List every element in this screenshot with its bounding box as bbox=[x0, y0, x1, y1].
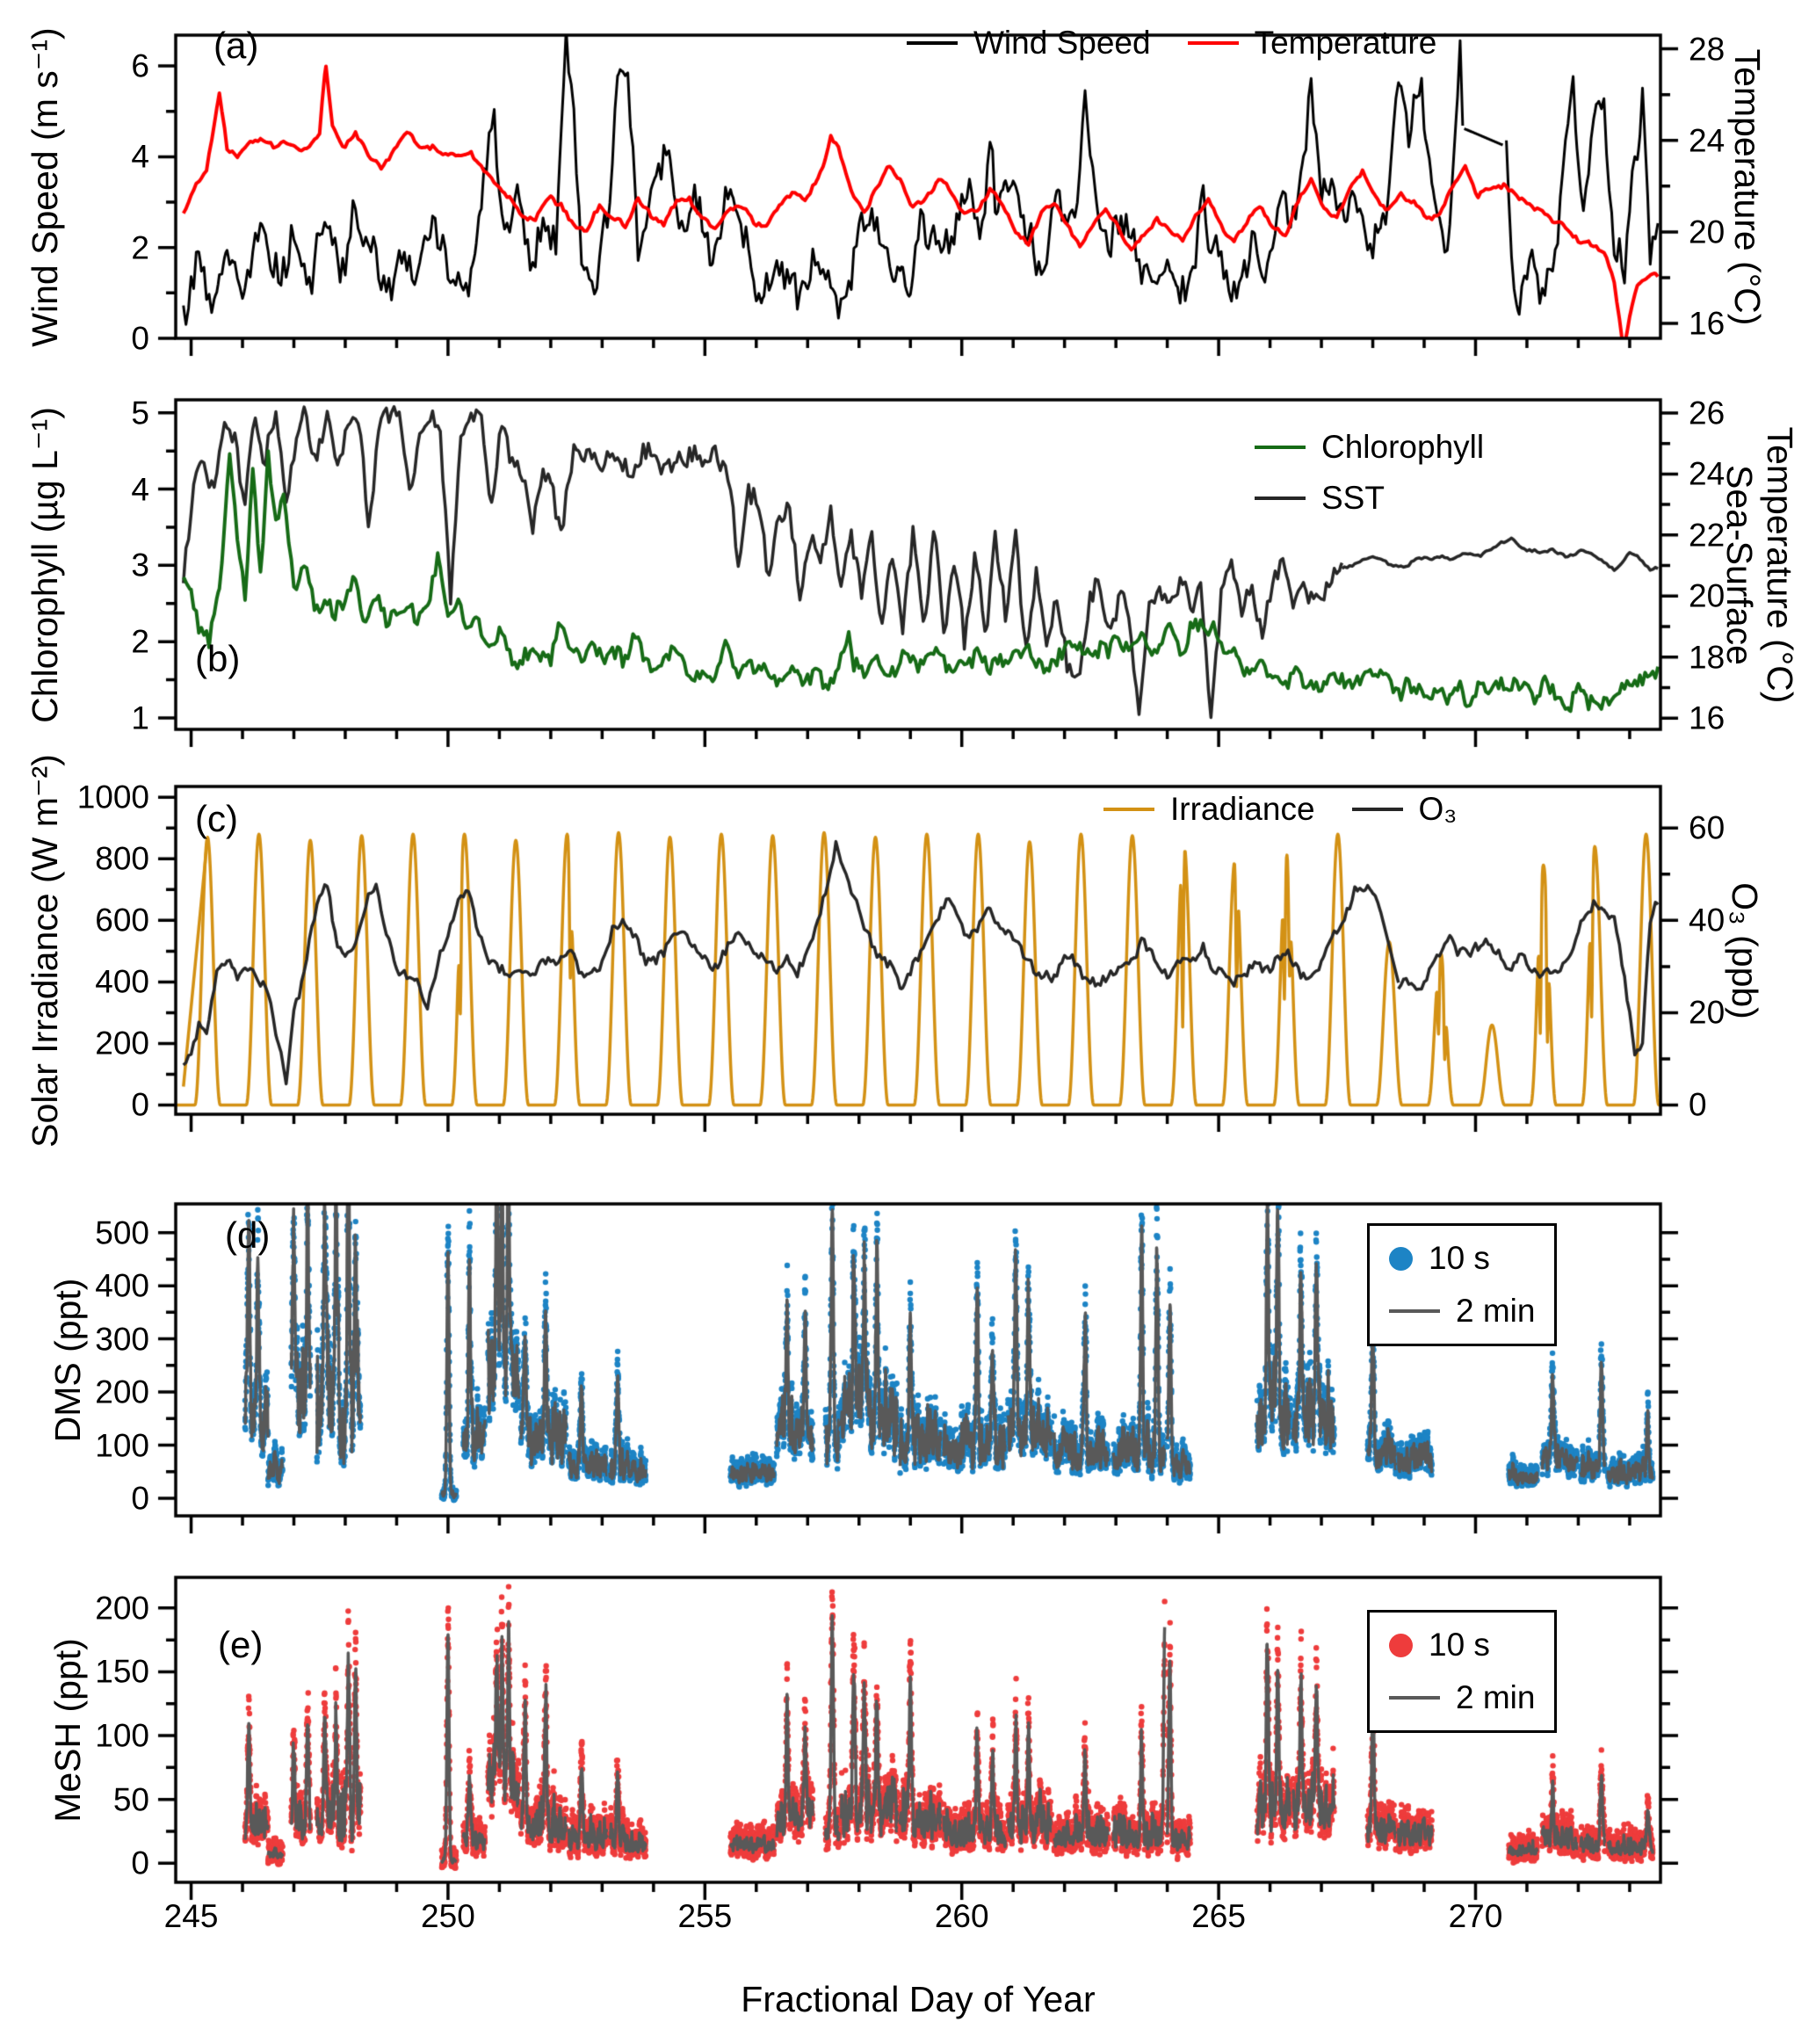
legend-label: Wind Speed bbox=[973, 25, 1151, 61]
legend-label: 10 s bbox=[1429, 1627, 1490, 1663]
legend-item: 2 min bbox=[1389, 1293, 1535, 1330]
y-tick-label: 2 bbox=[131, 229, 149, 266]
legend-item: SST bbox=[1255, 480, 1484, 517]
y-tick-label: 200 bbox=[95, 1374, 149, 1410]
legend-a: Wind Speed Temperature bbox=[907, 25, 1436, 62]
panel-letter-b: (b) bbox=[195, 638, 241, 679]
y-tick-label: 400 bbox=[95, 963, 149, 1000]
legend-dot-swatch bbox=[1389, 1633, 1413, 1657]
y-tick-label-right: 20 bbox=[1689, 214, 1726, 250]
legend-line-swatch bbox=[1351, 808, 1403, 811]
legend-line-swatch bbox=[1255, 446, 1306, 449]
y-tick-label: 0 bbox=[131, 1480, 149, 1517]
y-tick-label-right: 24 bbox=[1689, 455, 1726, 492]
x-tick-label: 270 bbox=[1448, 1898, 1503, 1934]
x-tick-label: 265 bbox=[1191, 1898, 1246, 1934]
y-tick-label-right: 20 bbox=[1689, 994, 1726, 1031]
y-tick-label: 4 bbox=[131, 138, 149, 175]
legend-item: Chlorophyll bbox=[1255, 429, 1484, 466]
panel-letter-a: (a) bbox=[213, 25, 259, 66]
legend-line-swatch bbox=[1389, 1696, 1440, 1700]
legend-d: 10 s 2 min bbox=[1367, 1223, 1558, 1346]
y-tick-label-right: 22 bbox=[1689, 517, 1726, 554]
legend-label: Temperature bbox=[1254, 25, 1437, 61]
axis-title-left-e: MeSH (ppt) bbox=[47, 1637, 89, 1823]
panel-letter-c: (c) bbox=[195, 798, 238, 839]
y-tick-label: 100 bbox=[95, 1427, 149, 1464]
legend-item: Temperature bbox=[1187, 25, 1437, 62]
legend-label: SST bbox=[1321, 480, 1385, 516]
panel-letter-d: (d) bbox=[225, 1214, 271, 1256]
legend-item: O₃ bbox=[1351, 791, 1458, 828]
legend-c: Irradiance O₃ bbox=[1103, 791, 1457, 828]
legend-b: Chlorophyll SST bbox=[1255, 429, 1484, 517]
axis-title-right-b: Temperature (°C) Sea-Surface bbox=[1718, 426, 1800, 703]
y-tick-label: 0 bbox=[131, 1845, 149, 1881]
x-tick-label: 250 bbox=[421, 1898, 475, 1934]
y-tick-label: 0 bbox=[131, 320, 149, 357]
axis-title-left-b: Chlorophyll (µg L⁻¹) bbox=[25, 406, 66, 723]
axis-title-left-a: Wind Speed (m s⁻¹) bbox=[25, 26, 66, 347]
legend-item: 10 s bbox=[1389, 1627, 1535, 1663]
y-tick-label: 150 bbox=[95, 1653, 149, 1690]
y-tick-label: 2 bbox=[131, 623, 149, 660]
axis-title-right-a: Temperature (°C) bbox=[1726, 48, 1768, 325]
y-tick-label-right: 24 bbox=[1689, 122, 1726, 159]
legend-item: 10 s bbox=[1389, 1240, 1535, 1277]
y-tick-label-right: 16 bbox=[1689, 305, 1726, 342]
y-tick-label: 4 bbox=[131, 471, 149, 508]
y-tick-label-right: 20 bbox=[1689, 577, 1726, 614]
y-tick-label: 200 bbox=[95, 1025, 149, 1062]
y-tick-label: 200 bbox=[95, 1590, 149, 1627]
x-tick-label: 245 bbox=[163, 1898, 219, 1934]
legend-label: 10 s bbox=[1429, 1240, 1490, 1276]
legend-label: Irradiance bbox=[1170, 791, 1315, 827]
y-tick-label-right: 16 bbox=[1689, 699, 1726, 736]
legend-dot-swatch bbox=[1389, 1246, 1413, 1271]
y-tick-label: 400 bbox=[95, 1267, 149, 1304]
x-tick-label: 260 bbox=[934, 1898, 989, 1934]
y-tick-label: 0 bbox=[131, 1086, 149, 1123]
y-tick-label-right: 60 bbox=[1689, 809, 1726, 846]
legend-item: 2 min bbox=[1389, 1679, 1535, 1716]
axis-title-right-line: Sea-Surface bbox=[1719, 464, 1760, 665]
axis-title-right-line: Temperature (°C) bbox=[1759, 426, 1800, 703]
legend-line-swatch bbox=[1389, 1309, 1440, 1313]
y-tick-label: 6 bbox=[131, 47, 149, 84]
y-tick-label-right: 18 bbox=[1689, 639, 1726, 676]
y-tick-label: 1000 bbox=[76, 779, 149, 815]
y-tick-label: 50 bbox=[112, 1781, 149, 1818]
y-tick-label: 1 bbox=[131, 699, 149, 736]
legend-label: O₃ bbox=[1418, 791, 1458, 827]
legend-e: 10 s 2 min bbox=[1367, 1610, 1558, 1733]
y-tick-label: 3 bbox=[131, 547, 149, 583]
legend-label: 2 min bbox=[1456, 1293, 1536, 1329]
y-tick-label: 800 bbox=[95, 840, 149, 877]
y-tick-label-right: 0 bbox=[1689, 1086, 1707, 1123]
axis-title-left-c: Solar Irradiance (W m⁻²) bbox=[25, 753, 66, 1148]
legend-label: Chlorophyll bbox=[1321, 429, 1485, 465]
y-tick-label: 5 bbox=[131, 395, 149, 431]
y-tick-label-right: 28 bbox=[1689, 31, 1726, 68]
legend-item: Wind Speed bbox=[907, 25, 1151, 62]
y-tick-label-right: 26 bbox=[1689, 395, 1726, 431]
y-tick-label: 100 bbox=[95, 1717, 149, 1754]
legend-line-swatch bbox=[907, 41, 958, 45]
y-tick-label-right: 40 bbox=[1689, 902, 1726, 939]
x-axis-title: Fractional Day of Year bbox=[741, 1979, 1096, 2019]
x-tick-label: 255 bbox=[677, 1898, 733, 1934]
legend-label: 2 min bbox=[1456, 1679, 1536, 1715]
axis-title-right-c: O₃ (ppb) bbox=[1724, 881, 1765, 1019]
axis-title-left-d: DMS (ppt) bbox=[47, 1278, 89, 1442]
legend-item: Irradiance bbox=[1103, 791, 1315, 828]
legend-line-swatch bbox=[1187, 41, 1239, 45]
y-tick-label: 600 bbox=[95, 902, 149, 939]
legend-line-swatch bbox=[1255, 497, 1306, 500]
y-tick-label: 500 bbox=[95, 1214, 149, 1251]
y-tick-label: 300 bbox=[95, 1321, 149, 1358]
panel-letter-e: (e) bbox=[218, 1624, 264, 1665]
legend-line-swatch bbox=[1103, 808, 1154, 811]
